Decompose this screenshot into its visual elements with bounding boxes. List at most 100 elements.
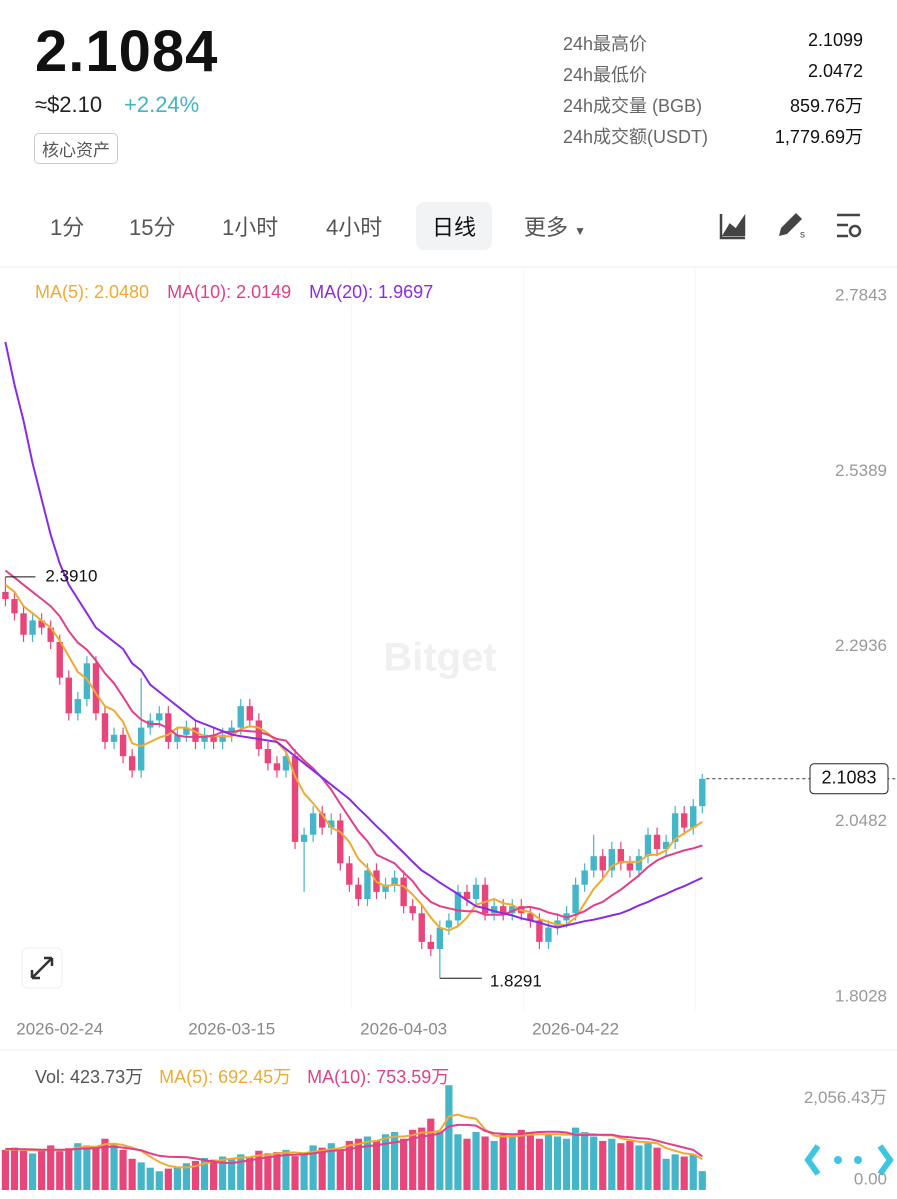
- volume-bar: [427, 1118, 435, 1190]
- tab[interactable]: 1小时: [222, 215, 279, 240]
- svg-text:s: s: [800, 230, 805, 241]
- volume-bar: [372, 1140, 381, 1190]
- candle-body: [20, 613, 27, 635]
- volume-bar: [490, 1140, 498, 1190]
- tab[interactable]: 1分: [50, 215, 85, 240]
- chart-type-icon[interactable]: [719, 213, 746, 240]
- candle-body: [382, 884, 389, 892]
- candle-body: [74, 699, 82, 714]
- legend-entry: MA(5): 2.0480: [35, 282, 149, 302]
- last-price-box: [809, 763, 889, 795]
- candle-body: [29, 620, 36, 635]
- candle-body: [128, 756, 136, 771]
- settings-icon[interactable]: [837, 213, 862, 238]
- last-price-label: 2.1083: [821, 768, 876, 788]
- volume-bar: [200, 1157, 209, 1190]
- y-tick-label: 2,056.43万: [804, 1088, 887, 1107]
- volume-bar: [146, 1167, 154, 1190]
- min-label: 1.8291: [490, 972, 542, 991]
- x-tick-label: 2026-03-15: [188, 1019, 275, 1038]
- candle-body: [192, 727, 199, 742]
- volume-bar: [74, 1143, 82, 1190]
- volume-bar: [571, 1127, 580, 1190]
- asset-tag[interactable]: 核心资产: [34, 133, 118, 164]
- volume-bar: [173, 1166, 181, 1190]
- volume-bar: [92, 1146, 100, 1190]
- ma-line: [5, 1113, 703, 1169]
- volume-bar: [119, 1149, 127, 1190]
- candle-body: [427, 941, 434, 950]
- candle-body: [635, 856, 643, 871]
- volume-bar: [400, 1138, 408, 1190]
- volume-bar: [608, 1138, 616, 1190]
- volume-bar: [164, 1168, 172, 1190]
- y-tick-label: 2.5389: [835, 461, 887, 480]
- volume-bar: [19, 1150, 28, 1190]
- candle-body: [337, 820, 344, 864]
- volume-bar: [191, 1161, 200, 1190]
- candle-body: [481, 884, 489, 914]
- candle-body: [2, 591, 9, 600]
- volume-bar: [680, 1156, 688, 1190]
- candle-body: [346, 863, 353, 885]
- volume-bar: [517, 1129, 525, 1190]
- volume-bar: [671, 1154, 679, 1190]
- candle-body: [101, 713, 109, 742]
- volume-bar: [28, 1153, 37, 1190]
- ma-line: [4, 584, 703, 932]
- stat-value: 1,779.69万: [774, 127, 863, 147]
- volume-bar: [282, 1149, 290, 1190]
- expand-icon[interactable]: [21, 947, 63, 989]
- candle-body: [137, 727, 145, 771]
- candle-body: [83, 663, 91, 700]
- draw-icon[interactable]: s: [779, 213, 805, 241]
- volume-bar: [590, 1136, 598, 1190]
- volume-bar: [535, 1138, 543, 1190]
- volume-bar: [635, 1145, 643, 1190]
- candle-body: [617, 849, 625, 864]
- candle-body: [409, 906, 416, 914]
- candle-body: [463, 891, 471, 900]
- volume-bar: [617, 1143, 625, 1190]
- candle-body: [436, 927, 444, 950]
- candle-body: [291, 756, 299, 842]
- volume-bar: [273, 1152, 281, 1190]
- candle-body: [681, 813, 688, 828]
- volume-bar: [526, 1132, 534, 1190]
- volume-bar: [246, 1156, 254, 1190]
- volume-bar: [318, 1147, 326, 1190]
- tab[interactable]: 4小时: [326, 215, 383, 240]
- candle-body: [572, 884, 579, 914]
- volume-bar: [255, 1150, 263, 1190]
- tab[interactable]: 日线: [416, 202, 493, 250]
- candle-body: [699, 778, 706, 807]
- volume-bar: [228, 1158, 236, 1190]
- candle-body: [255, 720, 263, 750]
- volume-bar: [209, 1159, 218, 1190]
- candle-body: [92, 663, 100, 714]
- volume-bar: [662, 1158, 670, 1190]
- candle-body: [355, 884, 362, 900]
- candle-body: [174, 734, 181, 742]
- volume-bar: [309, 1145, 317, 1190]
- candle-body: [183, 727, 190, 735]
- candle-body: [662, 841, 670, 850]
- candle-body: [201, 734, 208, 742]
- candle-body: [590, 856, 597, 871]
- legend-entry: Vol: 423.73万: [35, 1067, 143, 1087]
- tab[interactable]: 更多 ▼: [524, 215, 587, 240]
- candle-body: [38, 620, 45, 628]
- ma-line: [4, 569, 703, 919]
- volume-bar: [182, 1163, 191, 1190]
- volume-bar: [481, 1136, 489, 1190]
- legend-entry: MA(20): 1.9697: [309, 282, 433, 302]
- legend-entry: MA(10): 2.0149: [167, 282, 291, 302]
- volume-bar: [562, 1138, 571, 1190]
- candle-body: [300, 834, 308, 842]
- volume-bar: [626, 1140, 634, 1190]
- tab[interactable]: 15分: [129, 215, 176, 240]
- candle-body: [264, 749, 272, 764]
- stat-value: 859.76万: [789, 96, 863, 116]
